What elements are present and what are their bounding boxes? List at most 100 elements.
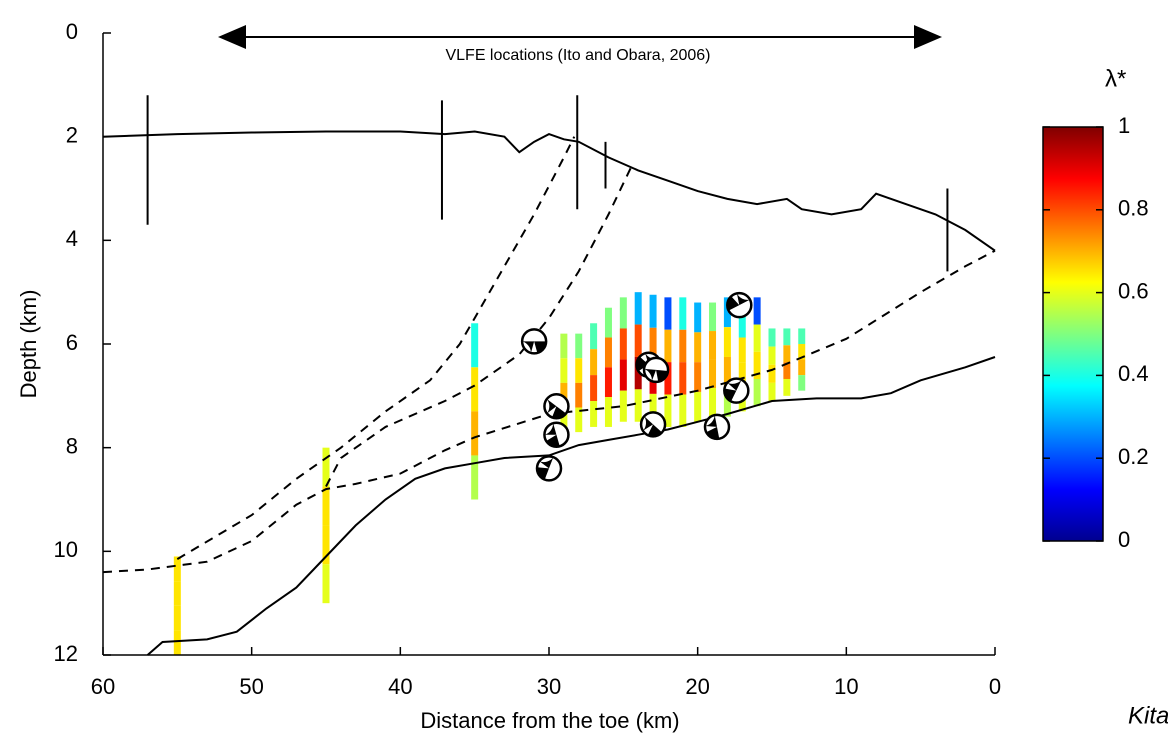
- lambda-segment: [664, 297, 672, 330]
- lambda-segment: [619, 328, 627, 360]
- focal-mechanism: [726, 291, 753, 319]
- lambda-segment: [679, 329, 687, 363]
- lambda-segment: [738, 312, 746, 338]
- lambda-segment: [173, 605, 181, 631]
- solid-line: [102, 130, 996, 252]
- lambda-segment: [471, 411, 479, 456]
- lambda-segment: [575, 358, 583, 383]
- lambda-segment: [619, 390, 627, 422]
- credit: Kita: [1128, 702, 1168, 729]
- lambda-segment: [679, 297, 687, 330]
- lambda-segment: [322, 447, 330, 487]
- focal-mechanism: [535, 455, 563, 482]
- dashed-line: [176, 136, 576, 560]
- x-tick-label: 20: [685, 674, 709, 699]
- mechanism-wedge: [705, 415, 720, 439]
- focal-mechanism: [520, 328, 548, 355]
- x-tick-label: 50: [239, 674, 263, 699]
- lambda-segment: [575, 407, 583, 433]
- lambda-segment: [634, 356, 642, 390]
- colorbar-tick-label: 0.4: [1118, 361, 1149, 386]
- lambda-segment: [753, 324, 761, 352]
- lambda-segment: [798, 344, 806, 360]
- lambda-segment: [560, 333, 568, 359]
- mechanism-wedge: [724, 379, 742, 402]
- lambda-segment: [322, 564, 330, 604]
- lambda-segment: [173, 630, 181, 655]
- lambda-segment: [723, 356, 731, 387]
- lambda-segment: [798, 328, 806, 344]
- lambda-segment: [709, 302, 717, 332]
- lambda-segment: [783, 345, 791, 363]
- lambda-segment: [560, 407, 568, 433]
- lambda-segment: [783, 378, 791, 396]
- lambda-segment: [604, 337, 612, 368]
- dashed-line: [102, 249, 996, 574]
- mechanism-wedge: [522, 341, 547, 353]
- lambda-segment: [173, 556, 181, 582]
- lambda-segment: [723, 327, 731, 357]
- y-tick-label: 10: [54, 537, 78, 562]
- lambda-segment: [471, 367, 479, 412]
- lambda-segment: [619, 297, 627, 329]
- colorbar-tick-label: 1: [1118, 113, 1130, 138]
- colorbar-tick-label: 0.2: [1118, 444, 1149, 469]
- lambda-segment: [723, 386, 731, 417]
- lambda-segment: [604, 367, 612, 398]
- lambda-segment: [634, 389, 642, 422]
- lambda-segment: [798, 359, 806, 376]
- lambda-segment: [664, 394, 672, 427]
- lambda-segment: [664, 362, 672, 395]
- mechanism-wedge: [537, 457, 554, 480]
- lambda-segment: [664, 329, 672, 363]
- lambda-segment: [649, 294, 657, 328]
- lambda-segment: [709, 359, 717, 389]
- lambda-segment: [173, 581, 181, 606]
- y-tick-label: 0: [66, 19, 78, 44]
- y-tick-label: 6: [66, 330, 78, 355]
- lambda-segment: [798, 375, 806, 391]
- focal-mechanism: [703, 413, 731, 441]
- lambda-segment: [604, 307, 612, 338]
- y-tick-label: 12: [54, 641, 78, 666]
- lambda-segment: [560, 382, 568, 408]
- lambda-segment: [575, 333, 583, 359]
- lambda-segment: [753, 351, 761, 379]
- lambda-segment: [694, 391, 702, 422]
- lambda-segment: [619, 359, 627, 391]
- lambda-segment: [322, 486, 330, 526]
- lambda-segment: [768, 328, 776, 347]
- focal-mechanism: [642, 356, 670, 384]
- lambda-segment: [768, 346, 776, 365]
- lambda-segment: [590, 375, 598, 402]
- dashed-line: [325, 167, 632, 487]
- lambda-segment: [471, 323, 479, 368]
- lambda-segment: [694, 362, 702, 392]
- colorbar-tick-label: 0: [1118, 527, 1130, 552]
- x-tick-label: 40: [388, 674, 412, 699]
- lambda-segment: [768, 364, 776, 383]
- mechanism-wedge: [546, 398, 567, 419]
- lambda-segment: [709, 331, 717, 360]
- lambda-segment: [783, 328, 791, 346]
- colorbar-label: λ*: [1105, 65, 1126, 92]
- lambda-segment: [694, 332, 702, 363]
- focal-mechanism: [543, 421, 570, 448]
- y-axis-label: Depth (km): [16, 290, 41, 399]
- lambda-segment: [783, 362, 791, 379]
- lambda-segment: [768, 382, 776, 402]
- annotation: VLFE locations (Ito and Obara, 2006): [445, 47, 710, 64]
- lambda-segment: [590, 401, 598, 427]
- focal-mechanism: [639, 411, 667, 438]
- x-tick-label: 60: [91, 674, 115, 699]
- mechanism-wedge: [544, 423, 560, 447]
- mechanism-wedge: [642, 416, 662, 437]
- y-tick-label: 8: [66, 433, 78, 458]
- x-axis-label: Distance from the toe (km): [420, 708, 679, 733]
- x-tick-label: 30: [537, 674, 561, 699]
- x-tick-label: 10: [834, 674, 858, 699]
- lambda-segment: [738, 337, 746, 363]
- mechanism-wedge: [636, 353, 659, 372]
- lambda-segment: [738, 362, 746, 387]
